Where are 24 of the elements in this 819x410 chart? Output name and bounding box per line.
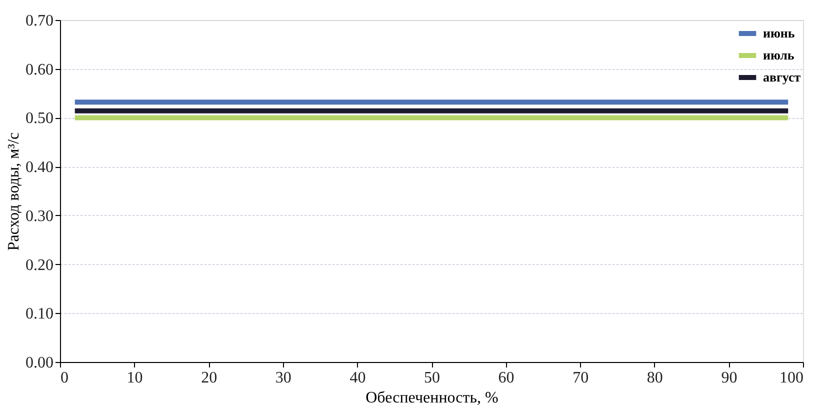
y-axis-title: Расход воды, м³/с (6, 132, 22, 251)
y-tick-label: 0.00 (26, 354, 54, 372)
x-tick-label: 60 (498, 370, 514, 386)
y-tick-label: 0.70 (26, 12, 54, 30)
legend-label: июнь (763, 26, 795, 40)
legend-label: июль (763, 48, 794, 62)
x-tick-label: 50 (424, 370, 440, 386)
x-tick-label: 10 (126, 370, 143, 386)
y-tick-label: 0.10 (26, 306, 54, 323)
x-tick-label: 90 (721, 370, 738, 386)
x-tick-label: 70 (572, 370, 589, 386)
x-tick-label: 30 (275, 370, 292, 386)
y-tick-label: 0.20 (26, 256, 54, 274)
x-tick-label: 40 (350, 370, 366, 386)
y-tick-label: 0.50 (26, 110, 54, 128)
x-tick-label: 20 (201, 370, 218, 386)
x-axis-title: Обеспеченность, % (366, 390, 498, 406)
x-tick-label: 0 (60, 370, 68, 386)
y-tick-label: 0.30 (26, 208, 54, 225)
x-tick-label: 100 (780, 370, 804, 386)
y-tick-label: 0.60 (26, 61, 54, 78)
x-tick-label: 80 (646, 370, 663, 386)
y-tick-label: 0.40 (26, 159, 54, 176)
legend-label: август (763, 70, 802, 84)
